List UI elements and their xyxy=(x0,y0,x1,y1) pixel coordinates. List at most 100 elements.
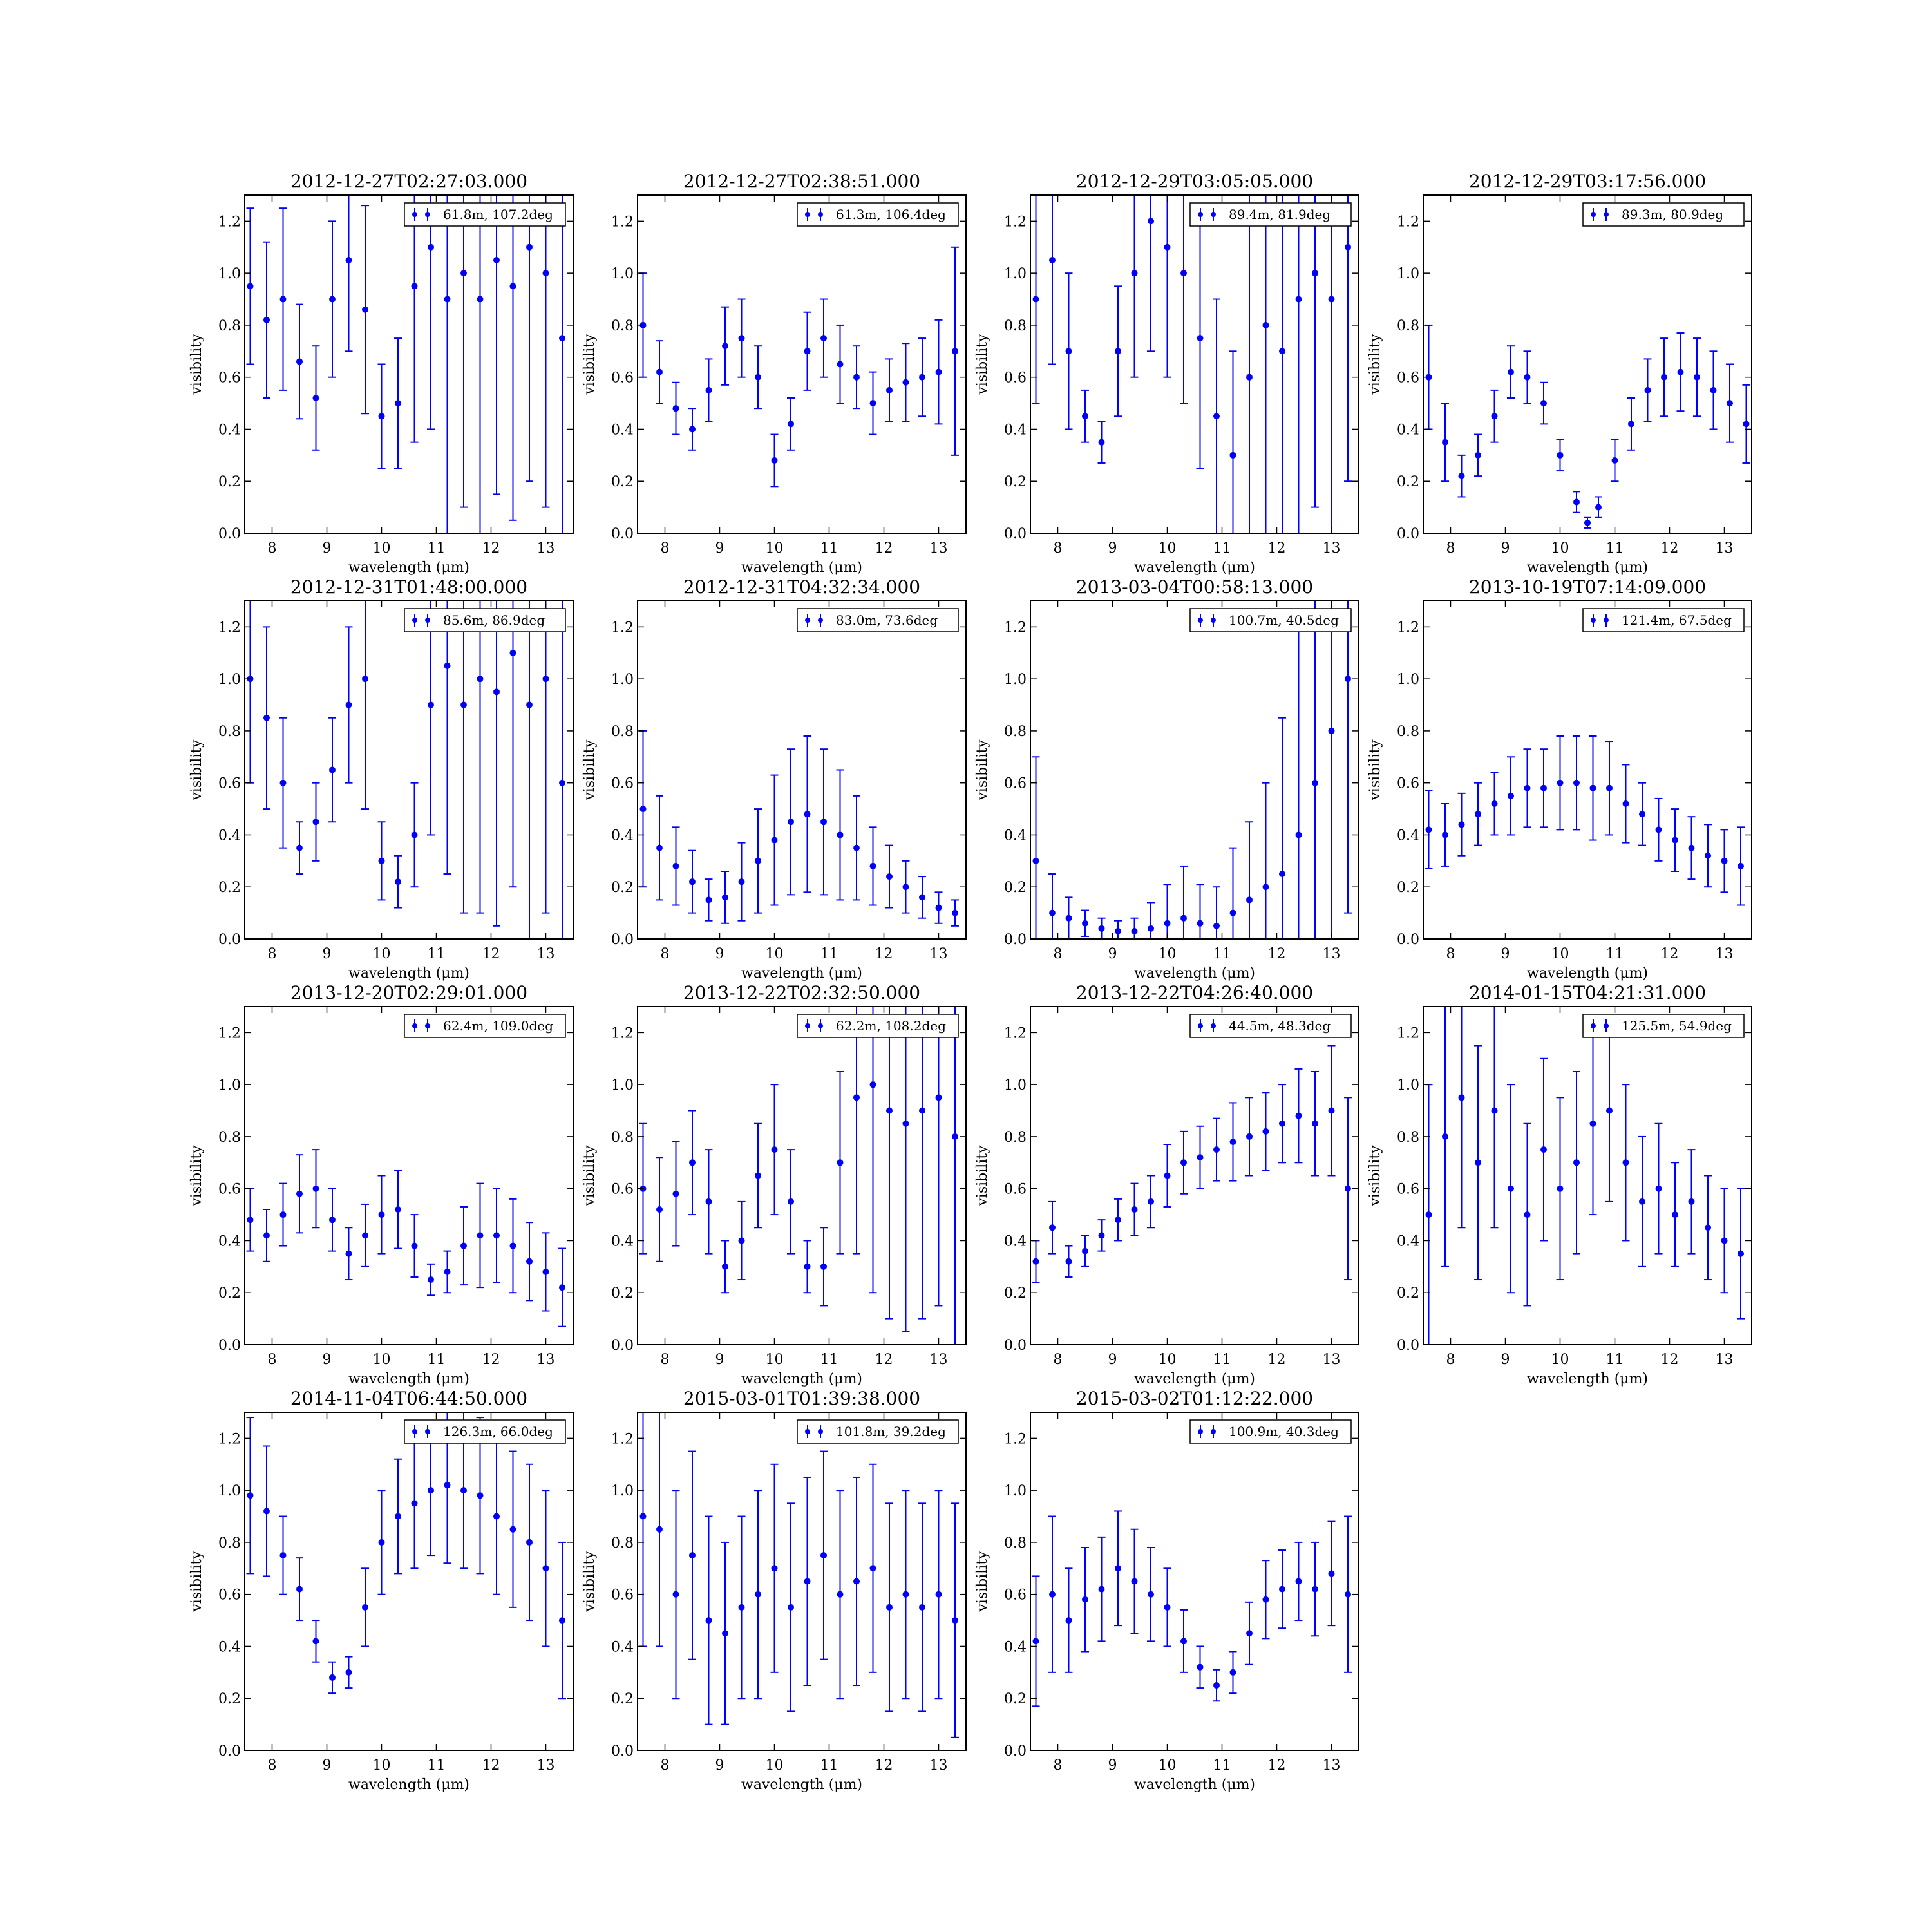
x-tick-label: 9 xyxy=(1108,1352,1117,1368)
data-point xyxy=(526,243,533,251)
data-point xyxy=(1475,451,1481,459)
data-series xyxy=(1032,1510,1352,1707)
data-series xyxy=(639,1412,959,1738)
legend-label: 125.5m, 54.9deg xyxy=(1622,1018,1732,1034)
data-point xyxy=(820,335,827,342)
data-point xyxy=(1710,386,1717,393)
data-point xyxy=(411,831,418,838)
data-point xyxy=(1279,871,1285,878)
data-point xyxy=(869,400,876,407)
data-point xyxy=(1032,1638,1039,1645)
y-tick-label: 1.0 xyxy=(1004,1077,1027,1094)
y-tick-label: 1.2 xyxy=(611,1025,634,1041)
data-point xyxy=(1573,779,1580,786)
data-point xyxy=(1721,1237,1728,1244)
data-point xyxy=(1540,784,1547,791)
x-tick-label: 11 xyxy=(820,946,838,962)
data-point xyxy=(919,894,925,901)
data-point xyxy=(1694,374,1700,381)
y-tick-label: 1.0 xyxy=(611,266,634,282)
data-point xyxy=(1148,1198,1154,1205)
x-tick-label: 9 xyxy=(323,946,332,962)
data-point xyxy=(1131,1578,1138,1585)
data-point xyxy=(1345,1185,1351,1192)
panel-title: 2015-03-01T01:39:38.000 xyxy=(683,1388,920,1409)
data-point xyxy=(1148,1591,1154,1598)
data-point xyxy=(1589,1120,1596,1127)
data-point xyxy=(869,1081,876,1088)
data-point xyxy=(672,405,679,412)
y-tick-label: 0.4 xyxy=(611,1639,634,1655)
data-point xyxy=(1557,451,1564,459)
y-tick-label: 0.6 xyxy=(218,370,241,386)
legend-label: 61.8m, 107.2deg xyxy=(443,207,553,222)
x-tick-label: 12 xyxy=(1268,946,1286,962)
x-tick-label: 9 xyxy=(715,1352,724,1368)
data-point xyxy=(329,1674,336,1681)
chart-panel-12: 2014-01-15T04:21:31.000 8 9 10 11 12 13 0.0 0.2 0… xyxy=(1367,982,1752,1387)
data-point xyxy=(1246,896,1253,904)
x-tick-label: 8 xyxy=(268,946,277,962)
y-tick-label: 0.8 xyxy=(611,724,634,740)
legend-marker-icon xyxy=(1211,618,1216,623)
data-point xyxy=(952,348,958,355)
data-point xyxy=(1213,922,1220,929)
x-tick-label: 9 xyxy=(1108,946,1117,962)
y-axis-label: visibility xyxy=(974,1551,990,1613)
data-point xyxy=(788,1604,794,1611)
y-axis-label: visibility xyxy=(582,1551,598,1613)
y-tick-label: 1.0 xyxy=(1397,1077,1419,1094)
data-point xyxy=(1229,909,1236,916)
x-tick-label: 13 xyxy=(1716,540,1734,556)
data-point xyxy=(378,1211,385,1218)
data-point xyxy=(362,1604,368,1611)
legend-marker-icon xyxy=(1591,212,1596,217)
y-tick-label: 0.4 xyxy=(1004,828,1027,844)
data-point xyxy=(428,1487,434,1494)
data-point xyxy=(279,1211,287,1218)
data-point xyxy=(509,1242,516,1249)
data-point xyxy=(444,1268,451,1275)
y-tick-label: 0.2 xyxy=(218,1285,241,1302)
legend-marker-icon xyxy=(412,1023,417,1028)
y-tick-label: 0.2 xyxy=(1004,1285,1027,1302)
y-tick-label: 1.2 xyxy=(1004,1431,1027,1447)
data-point xyxy=(1442,439,1448,446)
data-point xyxy=(788,1198,794,1205)
data-point xyxy=(689,878,696,886)
y-tick-label: 0.8 xyxy=(1397,724,1419,740)
data-point xyxy=(886,873,893,880)
x-tick-label: 10 xyxy=(766,1757,784,1774)
data-point xyxy=(1508,1185,1514,1192)
data-point xyxy=(738,878,745,886)
data-point xyxy=(722,1263,728,1270)
y-tick-label: 1.0 xyxy=(218,266,241,282)
x-tick-label: 13 xyxy=(930,540,948,556)
x-tick-label: 8 xyxy=(661,540,670,556)
data-point xyxy=(1606,784,1613,791)
x-tick-label: 9 xyxy=(323,1352,332,1368)
legend-label: 83.0m, 73.6deg xyxy=(836,612,938,628)
data-point xyxy=(1655,826,1662,833)
data-point xyxy=(1508,792,1514,799)
data-point xyxy=(1098,439,1105,446)
data-point xyxy=(1524,374,1531,381)
y-tick-label: 0.0 xyxy=(1004,1338,1027,1354)
x-tick-label: 13 xyxy=(1323,946,1341,962)
y-tick-label: 1.2 xyxy=(611,620,634,636)
legend-label: 100.7m, 40.5deg xyxy=(1229,612,1339,628)
y-tick-label: 0.0 xyxy=(218,526,241,542)
x-tick-label: 12 xyxy=(875,946,893,962)
chart-panel-6: 2012-12-31T04:32:34.000 8 9 10 11 12 13 0.0 0.2 0… xyxy=(582,576,967,981)
x-tick-label: 12 xyxy=(1661,1352,1679,1368)
data-point xyxy=(1180,270,1187,277)
y-tick-label: 1.0 xyxy=(218,1077,241,1094)
data-point xyxy=(1491,1107,1498,1114)
data-point xyxy=(919,1604,925,1611)
y-tick-label: 0.2 xyxy=(1004,880,1027,896)
data-point xyxy=(1065,1617,1072,1624)
data-point xyxy=(1164,1604,1171,1611)
x-tick-label: 12 xyxy=(1661,540,1679,556)
y-tick-label: 0.2 xyxy=(1397,880,1419,896)
data-point xyxy=(428,1276,434,1283)
